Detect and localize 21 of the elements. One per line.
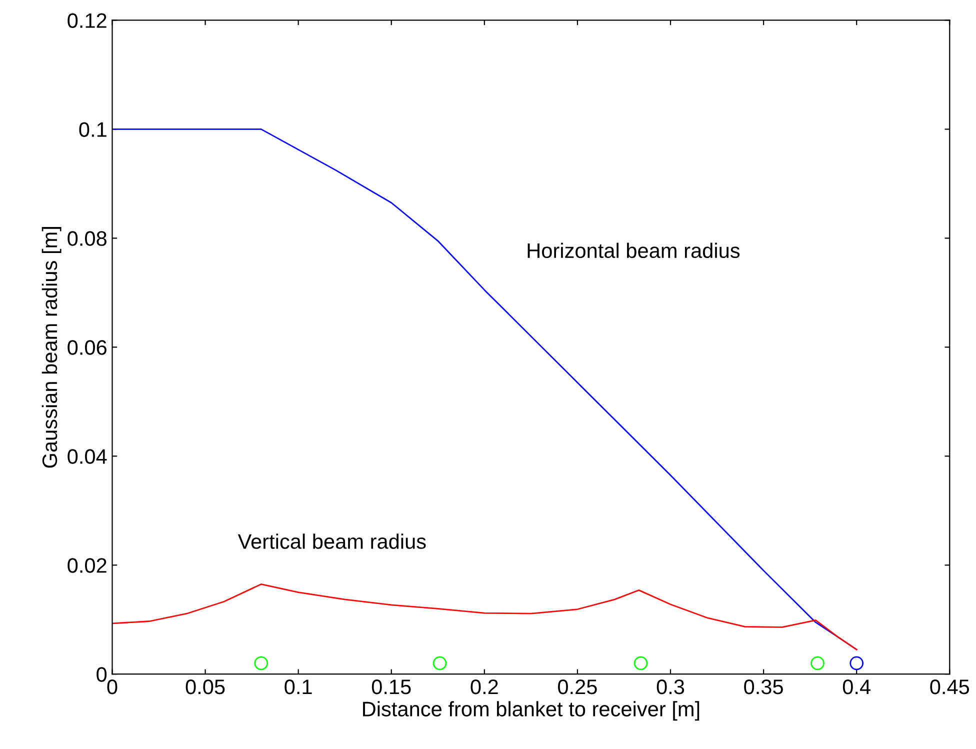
- y-axis-title: Gaussian beam radius [m]: [42, 227, 62, 468]
- y-tick-label: 0.04: [68, 449, 107, 464]
- x-tick-label: 0.35: [744, 680, 783, 694]
- x-tick-label: 0: [107, 680, 118, 694]
- y-tick-label: 0.08: [68, 231, 106, 246]
- x-tick-label: 0.25: [558, 680, 597, 694]
- y-tick-label: 0.12: [68, 13, 106, 28]
- x-tick-label: 0.1: [284, 680, 312, 694]
- y-tick-label: 0.1: [79, 122, 106, 137]
- y-tick-label: 0.02: [68, 558, 106, 573]
- x-tick-label: 0.3: [656, 680, 684, 694]
- text: Horizontal beam radius: [528, 242, 740, 258]
- x-tick-label: 0.15: [372, 680, 411, 694]
- x-tick-label: 0.2: [470, 680, 498, 694]
- x-tick-label: 0.4: [842, 680, 870, 694]
- x-tick-label: 0.05: [186, 680, 225, 694]
- text: Vertical beam radius: [238, 534, 426, 549]
- x-axis-title: Distance from blanket to receiver [m]: [363, 701, 700, 721]
- x-tick-label: 0.45: [930, 680, 970, 694]
- y-tick-label: 0.06: [68, 340, 106, 355]
- y-tick-label: 0: [96, 667, 107, 682]
